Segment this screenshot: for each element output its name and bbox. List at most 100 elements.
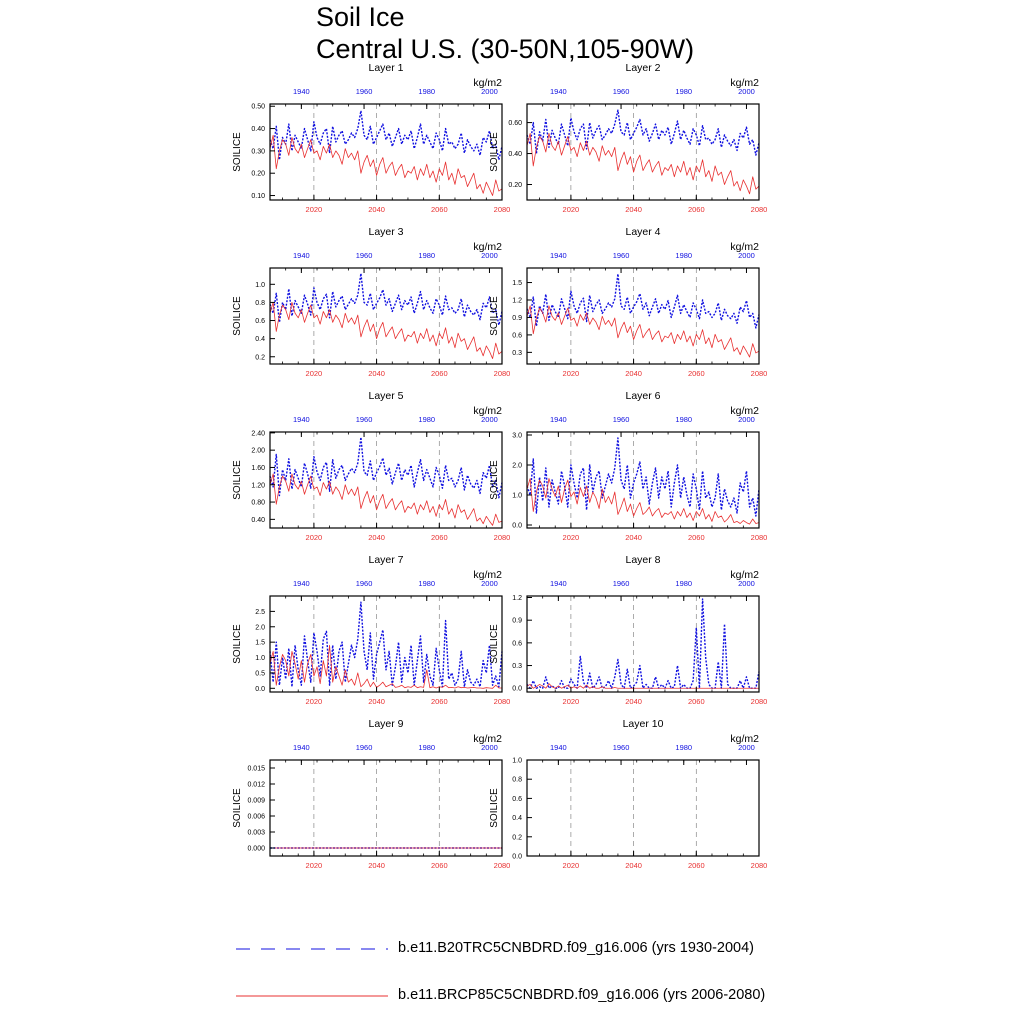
- bottom-axis-tick-label: 2040: [368, 861, 385, 870]
- bottom-axis-tick-label: 2060: [688, 205, 705, 214]
- panel-title: Layer 3: [368, 226, 403, 238]
- y-axis-tick-label: 0.6: [512, 796, 522, 803]
- panel-title: Layer 2: [625, 62, 660, 74]
- y-axis-tick-label: 1.2: [512, 595, 522, 602]
- bottom-axis-tick-label: 2080: [494, 697, 511, 706]
- y-axis-tick-label: 1.0: [512, 758, 522, 765]
- bottom-axis-tick-label: 2080: [494, 369, 511, 378]
- y-axis-tick-label: 0.20: [251, 171, 265, 178]
- y-axis-tick-label: 1.5: [512, 280, 522, 287]
- y-axis-tick-label: 0.30: [251, 148, 265, 155]
- y-axis-tick-label: 2.00: [251, 448, 265, 455]
- legend-label-future: b.e11.BRCP85C5CNBDRD.f09_g16.006 (yrs 20…: [398, 987, 766, 1003]
- top-axis-tick-label: 1980: [418, 415, 435, 424]
- series-historical-line: [269, 601, 503, 688]
- series-historical-line: [526, 109, 760, 156]
- y-axis-tick-label: 0.3: [512, 350, 522, 357]
- top-axis-tick-label: 1980: [675, 743, 692, 752]
- bottom-axis-tick-label: 2060: [431, 369, 448, 378]
- panel-10: Layer 10 kg/m2 2020 2040 2060 2080 1940 1960 198…: [489, 718, 767, 870]
- top-axis-tick-label: 1980: [418, 251, 435, 260]
- panel-2: Layer 2 kg/m2 2020 2040 2060 2080 1940 1960 1980…: [489, 62, 767, 214]
- panel-frame: [269, 103, 503, 201]
- y-axis-label: SOILICE: [232, 296, 243, 336]
- y-axis-tick-label: 3.0: [512, 433, 522, 440]
- bottom-axis-tick-label: 2040: [625, 369, 642, 378]
- y-axis-tick-label: 0.2: [512, 834, 522, 841]
- bottom-axis-tick-label: 2080: [751, 697, 768, 706]
- bottom-axis-tick-label: 2020: [306, 369, 323, 378]
- figure-subtitle: Central U.S. (30-50N,105-90W): [316, 34, 695, 64]
- top-axis-tick-label: 2000: [738, 579, 755, 588]
- bottom-axis-tick-label: 2040: [625, 533, 642, 542]
- series-historical-line: [269, 436, 503, 499]
- units-label: kg/m2: [473, 405, 502, 417]
- y-axis-tick-label: 0.4: [255, 336, 265, 343]
- top-axis-tick-label: 1980: [675, 87, 692, 96]
- top-axis-tick-label: 1940: [550, 251, 567, 260]
- y-axis-tick-label: 0.50: [251, 104, 265, 111]
- series-future-line: [526, 305, 760, 358]
- units-label: kg/m2: [730, 733, 759, 745]
- panel-frame: [269, 595, 503, 693]
- bottom-axis-tick-label: 2040: [625, 697, 642, 706]
- series-future-line: [526, 683, 759, 689]
- y-axis-tick-label: 0.006: [247, 814, 265, 821]
- panel-title: Layer 6: [625, 390, 660, 402]
- top-axis-tick-label: 1960: [356, 579, 373, 588]
- y-axis-tick-label: 2.40: [251, 430, 265, 437]
- series-future-line: [269, 473, 503, 526]
- y-axis-tick-label: 0.012: [247, 782, 265, 789]
- bottom-axis-tick-label: 2020: [563, 369, 580, 378]
- y-axis-label: SOILICE: [489, 132, 500, 172]
- bottom-axis-tick-label: 2060: [688, 533, 705, 542]
- legend-label-historical: b.e11.B20TRC5CNBDRD.f09_g16.006 (yrs 193…: [398, 940, 754, 956]
- panel-7: Layer 7 kg/m2 2020 2040 2060 2080 1940 1960 1980…: [232, 554, 510, 706]
- bottom-axis-tick-label: 2060: [688, 697, 705, 706]
- top-axis-tick-label: 1960: [613, 579, 630, 588]
- series-future-line: [269, 302, 503, 359]
- top-axis-tick-label: 1980: [418, 579, 435, 588]
- bottom-axis-tick-label: 2080: [751, 205, 768, 214]
- top-axis-tick-label: 2000: [738, 87, 755, 96]
- top-axis-tick-label: 1940: [293, 87, 310, 96]
- top-axis-tick-label: 1940: [293, 415, 310, 424]
- panel-title: Layer 5: [368, 390, 403, 402]
- y-axis-tick-label: 2.0: [512, 463, 522, 470]
- bottom-axis-tick-label: 2080: [751, 369, 768, 378]
- y-axis-label: SOILICE: [489, 296, 500, 336]
- bottom-axis-tick-label: 2080: [751, 533, 768, 542]
- top-axis-tick-label: 2000: [481, 743, 498, 752]
- top-axis-tick-label: 1940: [550, 579, 567, 588]
- bottom-axis-tick-label: 2020: [306, 533, 323, 542]
- y-axis-tick-label: 0.009: [247, 798, 265, 805]
- units-label: kg/m2: [730, 405, 759, 417]
- y-axis-tick-label: 0.20: [508, 182, 522, 189]
- units-label: kg/m2: [473, 569, 502, 581]
- bottom-axis-tick-label: 2080: [494, 861, 511, 870]
- panel-frame: [526, 431, 760, 529]
- bottom-axis-tick-label: 2020: [306, 861, 323, 870]
- top-axis-tick-label: 1980: [418, 743, 435, 752]
- panel-5: Layer 5 kg/m2 2020 2040 2060 2080 1940 1960 1980…: [232, 390, 510, 542]
- series-historical-line: [526, 437, 760, 517]
- top-axis-tick-label: 1960: [613, 251, 630, 260]
- panel-frame: [526, 103, 760, 201]
- bottom-axis-tick-label: 2060: [688, 861, 705, 870]
- top-axis-tick-label: 1960: [613, 87, 630, 96]
- top-axis-tick-label: 2000: [481, 579, 498, 588]
- bottom-axis-tick-label: 2040: [625, 861, 642, 870]
- y-axis-label: SOILICE: [489, 624, 500, 664]
- y-axis-label: SOILICE: [489, 788, 500, 828]
- y-axis-tick-label: 0.6: [512, 640, 522, 647]
- panel-frame: [526, 595, 760, 693]
- y-axis-tick-label: 0.015: [247, 766, 265, 773]
- y-axis-tick-label: 0.40: [251, 517, 265, 524]
- panel-title: Layer 9: [368, 718, 403, 730]
- panel-frame: [526, 267, 760, 365]
- panel-6: Layer 6 kg/m2 2020 2040 2060 2080 1940 1960 1980…: [489, 390, 767, 542]
- y-axis-tick-label: 1.0: [255, 282, 265, 289]
- panel-title: Layer 7: [368, 554, 403, 566]
- y-axis-tick-label: 0.8: [512, 777, 522, 784]
